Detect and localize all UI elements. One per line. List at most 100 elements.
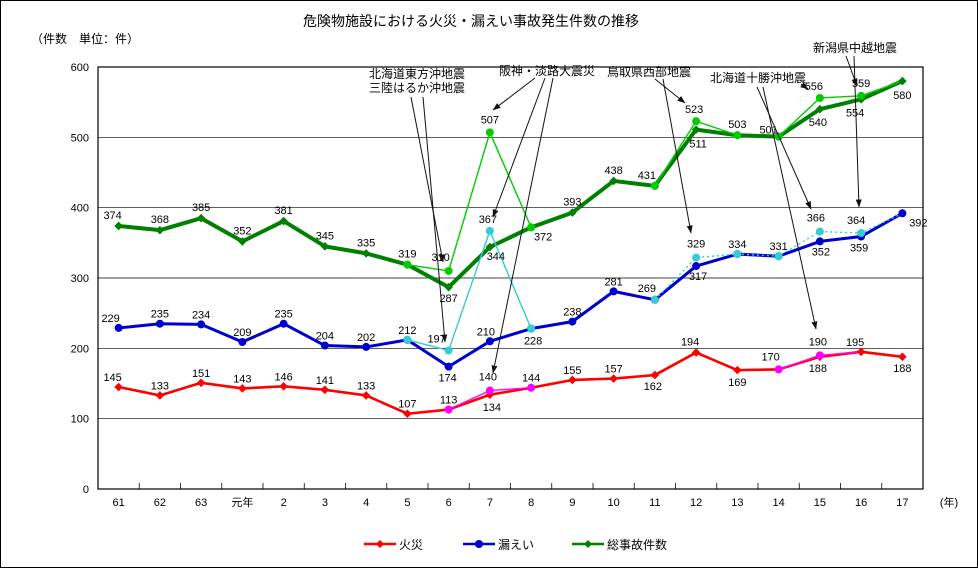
svg-text:10: 10: [608, 497, 620, 509]
svg-text:202: 202: [357, 332, 375, 344]
annotation-line: 鳥取県西部地震: [607, 65, 692, 79]
svg-text:345: 345: [316, 230, 334, 242]
svg-text:438: 438: [604, 165, 622, 177]
svg-text:146: 146: [274, 371, 292, 383]
svg-text:8: 8: [528, 497, 534, 509]
svg-text:366: 366: [807, 213, 825, 225]
svg-text:556: 556: [805, 81, 823, 93]
svg-text:393: 393: [563, 197, 581, 209]
svg-text:352: 352: [812, 246, 830, 258]
svg-text:334: 334: [728, 239, 746, 251]
legend-marker-leak: [463, 540, 495, 548]
svg-text:15: 15: [814, 497, 826, 509]
svg-text:174: 174: [438, 373, 456, 385]
svg-text:281: 281: [604, 276, 622, 288]
svg-text:385: 385: [192, 202, 210, 214]
annotation-hokkaido-tokachi-oki: 北海道十勝沖地震: [710, 71, 806, 85]
annotation-line: 新潟県中越地震: [812, 41, 897, 55]
svg-text:210: 210: [477, 326, 495, 338]
chart-title: 危険物施設における火災・漏えい事故発生件数の推移: [303, 13, 639, 29]
svg-text:212: 212: [398, 325, 416, 337]
svg-text:503: 503: [728, 119, 746, 131]
svg-text:367: 367: [479, 214, 497, 226]
svg-text:17: 17: [896, 497, 908, 509]
svg-text:4: 4: [363, 497, 369, 509]
svg-text:392: 392: [909, 217, 927, 229]
svg-text:3: 3: [322, 497, 328, 509]
svg-text:228: 228: [524, 336, 542, 348]
svg-text:600: 600: [71, 62, 89, 74]
svg-text:133: 133: [357, 380, 375, 392]
svg-text:511: 511: [689, 139, 707, 151]
svg-text:329: 329: [687, 239, 705, 251]
svg-text:11: 11: [649, 497, 660, 509]
svg-text:61: 61: [113, 497, 125, 509]
svg-text:144: 144: [522, 373, 540, 385]
svg-text:143: 143: [233, 373, 251, 385]
legend-item-leak: 漏えい: [462, 536, 534, 552]
svg-text:507: 507: [481, 114, 499, 126]
svg-text:188: 188: [893, 363, 911, 375]
svg-text:151: 151: [192, 368, 210, 380]
svg-text:269: 269: [638, 283, 656, 295]
svg-text:238: 238: [563, 307, 581, 319]
legend-marker-fire: [364, 540, 396, 548]
svg-text:13: 13: [731, 497, 743, 509]
svg-text:5: 5: [404, 497, 410, 509]
svg-text:63: 63: [195, 497, 207, 509]
svg-text:190: 190: [809, 336, 827, 348]
annotation-line: 北海道東方沖地震: [368, 67, 465, 81]
svg-text:14: 14: [773, 497, 785, 509]
svg-text:335: 335: [357, 237, 375, 249]
svg-text:62: 62: [154, 497, 166, 509]
svg-text:580: 580: [893, 90, 911, 102]
svg-text:(年): (年): [940, 495, 958, 509]
svg-text:209: 209: [233, 327, 251, 339]
svg-text:523: 523: [685, 104, 703, 116]
svg-text:133: 133: [151, 380, 169, 392]
svg-text:155: 155: [563, 365, 581, 377]
svg-text:元年: 元年: [231, 495, 253, 509]
svg-text:16: 16: [855, 497, 867, 509]
svg-text:235: 235: [274, 309, 292, 321]
svg-text:352: 352: [233, 225, 251, 237]
svg-text:107: 107: [398, 399, 416, 411]
y-axis-unit-label: （件数 単位：件）: [31, 32, 140, 46]
svg-text:501: 501: [759, 125, 777, 137]
svg-text:141: 141: [316, 375, 334, 387]
svg-text:162: 162: [644, 381, 662, 393]
legend-label: 漏えい: [498, 537, 535, 552]
svg-text:374: 374: [103, 210, 121, 222]
svg-text:319: 319: [398, 249, 416, 261]
svg-text:500: 500: [71, 132, 89, 144]
svg-text:317: 317: [689, 271, 707, 283]
annotation-line: 北海道十勝沖地震: [710, 71, 807, 85]
svg-text:235: 235: [151, 309, 169, 321]
svg-text:204: 204: [316, 331, 334, 343]
svg-text:200: 200: [71, 343, 89, 355]
svg-text:554: 554: [846, 107, 864, 119]
svg-text:195: 195: [846, 337, 864, 349]
annotation-hokkaido-toho-oki-sanriku: 北海道東方沖地震 三陸はるか沖地震: [361, 67, 473, 95]
svg-text:12: 12: [690, 497, 702, 509]
svg-text:331: 331: [769, 241, 787, 253]
annotation-hanshin-awaji: 阪神・淡路大震災: [495, 64, 599, 78]
annotation-line: 三陸はるか沖地震: [368, 81, 465, 95]
svg-text:6: 6: [446, 497, 452, 509]
svg-text:234: 234: [192, 309, 210, 321]
annotation-line: 阪神・淡路大震災: [498, 64, 595, 78]
svg-text:9: 9: [569, 497, 575, 509]
legend: 火災 漏えい 総事故件数: [1, 536, 977, 556]
svg-text:169: 169: [728, 377, 746, 389]
svg-text:400: 400: [71, 203, 89, 215]
svg-text:170: 170: [761, 351, 779, 363]
svg-text:300: 300: [71, 273, 89, 285]
annotation-niigata-chuetsu: 新潟県中越地震: [811, 41, 899, 55]
legend-item-fire: 火災: [363, 536, 423, 552]
svg-text:2: 2: [281, 497, 287, 509]
svg-text:431: 431: [638, 170, 656, 182]
svg-text:140: 140: [479, 372, 497, 384]
svg-text:229: 229: [101, 313, 119, 325]
